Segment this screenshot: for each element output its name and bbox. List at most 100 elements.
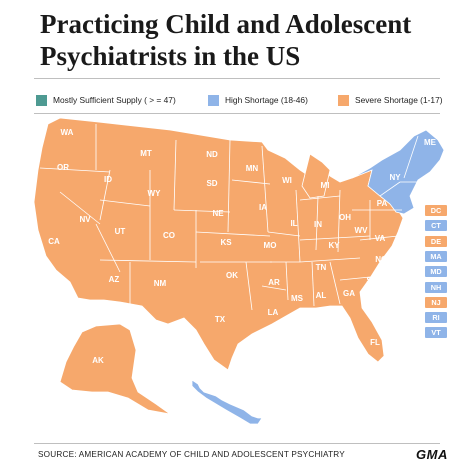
state-label-nm: NM (154, 279, 167, 288)
small-state-tag-ri: RI (425, 312, 447, 324)
source-note: SOURCE: AMERICAN ACADEMY OF CHILD AND AD… (38, 450, 345, 459)
legend-label-high: High Shortage (18-46) (225, 95, 308, 105)
state-label-az: AZ (109, 275, 120, 284)
state-border (227, 139, 231, 233)
state-label-co: CO (163, 231, 175, 240)
region-michigan (301, 153, 331, 199)
state-label-ne: NE (212, 209, 224, 218)
state-border (245, 261, 253, 311)
small-state-tag-ma: MA (425, 250, 447, 262)
state-label-ok: OK (226, 271, 238, 280)
state-border (231, 179, 271, 185)
state-border (315, 195, 319, 251)
small-state-tag-md: MD (425, 266, 447, 278)
state-border (99, 199, 151, 207)
state-label-or: OR (57, 163, 69, 172)
state-label-il: IL (290, 219, 297, 228)
state-border (261, 145, 269, 233)
state-label-mi: MI (321, 181, 330, 190)
state-border (173, 139, 177, 211)
state-label-wa: WA (61, 128, 74, 137)
map-title: Practicing Child and Adolescent Psychiat… (40, 9, 412, 71)
state-label-la: LA (268, 308, 279, 317)
state-label-sd: SD (206, 179, 217, 188)
small-state-tag-ct: CT (425, 220, 447, 232)
state-label-in: IN (314, 220, 322, 229)
state-border (59, 191, 101, 225)
footer-divider (34, 443, 440, 444)
state-border (339, 275, 381, 281)
legend-label-severe: Severe Shortage (1-17) (355, 95, 443, 105)
legend-swatch-severe (338, 94, 349, 106)
state-label-ca: CA (48, 237, 60, 246)
state-border (299, 235, 371, 241)
state-border (99, 259, 197, 263)
state-label-ga: GA (343, 289, 355, 298)
state-label-sc: SC (366, 276, 377, 285)
state-label-ar: AR (268, 278, 280, 287)
state-label-va: VA (375, 234, 386, 243)
state-border (329, 261, 341, 305)
state-border (359, 235, 399, 241)
state-label-mo: MO (264, 241, 277, 250)
legend-label-sufficient: Mostly Sufficient Supply ( > = 47) (53, 95, 176, 105)
state-border (267, 231, 301, 237)
legend-item-high: High Shortage (18-46) (208, 93, 308, 107)
legend-item-sufficient: Mostly Sufficient Supply ( > = 47) (36, 93, 176, 107)
state-border (379, 181, 401, 197)
title-divider (34, 78, 440, 79)
state-label-ms: MS (291, 294, 304, 303)
gma-logo: GMA (416, 447, 448, 462)
state-border (261, 285, 287, 291)
state-label-wv: WV (355, 226, 369, 235)
state-border (299, 195, 341, 201)
state-label-id: ID (104, 175, 112, 184)
state-label-me: ME (424, 138, 437, 147)
state-label-wi: WI (282, 176, 292, 185)
legend-item-severe: Severe Shortage (1-17) (338, 93, 443, 107)
state-border (99, 169, 111, 221)
state-label-ak: AK (92, 356, 104, 365)
state-label-mt: MT (140, 149, 152, 158)
state-border (403, 135, 419, 179)
small-state-tag-nh: NH (425, 281, 447, 293)
state-label-pa: PA (377, 199, 388, 208)
legend-swatch-sufficient (36, 94, 47, 106)
legend-swatch-high (208, 94, 219, 106)
state-label-nv: NV (79, 215, 91, 224)
state-label-ky: KY (328, 241, 340, 250)
state-label-nc: NC (375, 255, 387, 264)
region-alaska (59, 323, 171, 415)
state-border (173, 209, 231, 213)
state-label-ks: KS (220, 238, 232, 247)
legend: Mostly Sufficient Supply ( > = 47) High … (36, 93, 446, 107)
state-label-nd: ND (206, 150, 218, 159)
region-northeast (351, 129, 445, 215)
state-label-al: AL (316, 291, 327, 300)
state-label-ut: UT (115, 227, 126, 236)
state-label-ny: NY (389, 173, 401, 182)
small-state-tag-vt: VT (425, 327, 447, 339)
state-label-hi: HI (266, 409, 274, 418)
state-border (195, 231, 271, 237)
state-border (299, 257, 361, 263)
state-label-oh: OH (339, 213, 351, 222)
small-state-tag-de: DE (425, 235, 447, 247)
state-label-wy: WY (148, 189, 162, 198)
legend-divider (34, 113, 440, 114)
state-label-mn: MN (246, 164, 259, 173)
state-border (285, 261, 289, 301)
small-state-tag-nj: NJ (425, 296, 447, 308)
state-border (95, 223, 121, 273)
state-label-tx: TX (215, 315, 226, 324)
small-state-tag-dc: DC (425, 205, 447, 216)
state-label-tn: TN (316, 263, 327, 272)
region-hawaii (191, 379, 263, 425)
state-border (311, 261, 315, 307)
state-border (337, 189, 341, 253)
state-label-ia: IA (259, 203, 267, 212)
state-label-fl: FL (370, 338, 380, 347)
state-border (39, 167, 111, 173)
state-border (295, 189, 301, 263)
